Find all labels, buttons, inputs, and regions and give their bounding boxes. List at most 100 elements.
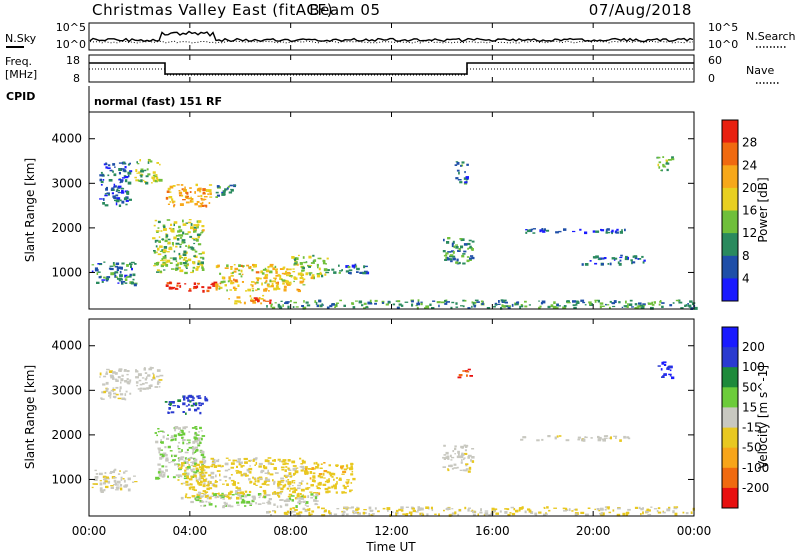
- echo-cell: [163, 259, 167, 261]
- echo-cell: [197, 262, 200, 266]
- echo-cell: [174, 426, 179, 429]
- echo-cell: [196, 493, 201, 497]
- echo-cell: [158, 477, 161, 480]
- echo-cell: [200, 496, 203, 498]
- echo-cell: [186, 396, 189, 400]
- echo-cell: [109, 265, 114, 267]
- echo-cell: [94, 476, 99, 479]
- echo-cell: [175, 268, 178, 271]
- echo-cell: [447, 457, 450, 460]
- echo-cell: [200, 194, 203, 198]
- echo-cell: [303, 300, 305, 303]
- echo-cell: [154, 219, 158, 222]
- echo-cell: [163, 225, 166, 229]
- echo-region: [331, 263, 370, 275]
- echo-cell: [314, 500, 319, 502]
- echo-cell: [219, 494, 223, 496]
- echo-cell: [346, 485, 349, 487]
- echo-cell: [174, 438, 177, 441]
- echo-cell: [258, 297, 261, 300]
- echo-cell: [137, 373, 142, 377]
- echo-cell: [157, 253, 162, 256]
- echo-cell: [182, 223, 187, 226]
- echo-cell: [169, 286, 172, 288]
- echo-cell: [300, 463, 304, 465]
- echo-cell: [118, 279, 121, 282]
- echo-cell: [198, 205, 202, 208]
- echo-cell: [289, 475, 292, 478]
- echo-cell: [105, 389, 108, 392]
- echo-cell: [467, 307, 471, 309]
- echo-cell: [202, 484, 206, 488]
- echo-cell: [153, 265, 156, 267]
- echo-cell: [124, 484, 129, 487]
- echo-cell: [103, 261, 106, 263]
- echo-cell: [118, 171, 121, 175]
- echo-cell: [653, 508, 658, 510]
- echo-cell: [326, 480, 329, 484]
- echo-cell: [211, 460, 214, 464]
- echo-cell: [282, 463, 286, 466]
- echo-cell: [300, 497, 305, 500]
- echo-cell: [181, 449, 183, 452]
- echo-cell: [279, 268, 284, 270]
- echo-cell: [190, 226, 194, 230]
- echo-cell: [123, 161, 125, 164]
- echo-cell: [317, 487, 321, 490]
- echo-cell: [154, 432, 157, 434]
- echo-cell: [350, 473, 354, 476]
- echo-cell: [181, 241, 185, 244]
- echo-cell: [139, 159, 141, 162]
- echo-cell: [184, 475, 186, 477]
- echo-cell: [112, 377, 115, 380]
- echo-cell: [160, 264, 164, 268]
- echo-cell: [622, 512, 626, 516]
- echo-cell: [662, 156, 665, 158]
- echo-cell: [167, 434, 169, 436]
- echo-cell: [191, 237, 195, 240]
- echo-cell: [182, 411, 185, 413]
- echo-cell: [194, 408, 198, 412]
- echo-cell: [298, 482, 302, 484]
- echo-cell: [465, 371, 470, 373]
- echo-cell: [224, 469, 229, 472]
- echo-cell: [201, 451, 205, 454]
- echo-cell: [266, 269, 270, 272]
- echo-cell: [195, 267, 199, 271]
- echo-cell: [190, 500, 194, 504]
- echo-cell: [210, 465, 214, 468]
- echo-cell: [518, 508, 521, 512]
- echo-cell: [576, 300, 579, 304]
- echo-cell: [494, 508, 498, 511]
- echo-cell: [339, 477, 342, 481]
- echo-cell: [119, 386, 122, 390]
- echo-cell: [338, 264, 340, 267]
- echo-cell: [422, 513, 425, 517]
- echo-cell: [440, 301, 445, 304]
- echo-region: [215, 184, 237, 198]
- echo-cell: [184, 469, 187, 472]
- echo-cell: [215, 191, 219, 194]
- echo-cell: [148, 368, 153, 371]
- echo-cell: [309, 272, 311, 276]
- echo-cell: [213, 460, 216, 464]
- echo-cell: [264, 275, 268, 278]
- echo-cell: [198, 253, 203, 255]
- echo-cell: [613, 435, 618, 437]
- echo-cell: [240, 473, 243, 477]
- echo-cell: [203, 493, 207, 496]
- echo-cell: [457, 179, 462, 181]
- echo-cell: [185, 493, 188, 496]
- echo-cell: [100, 171, 103, 174]
- echo-cell: [592, 256, 597, 259]
- echo-cell: [302, 284, 306, 286]
- echo-cell: [659, 300, 662, 302]
- nave-series: [89, 68, 694, 76]
- echo-cell: [172, 405, 177, 407]
- echo-cell: [212, 459, 216, 462]
- echo-cell: [100, 397, 103, 399]
- colorbar-tick-label: 28: [742, 136, 757, 150]
- echo-cell: [355, 300, 358, 302]
- echo-cell: [305, 509, 307, 511]
- echo-cell: [290, 300, 292, 303]
